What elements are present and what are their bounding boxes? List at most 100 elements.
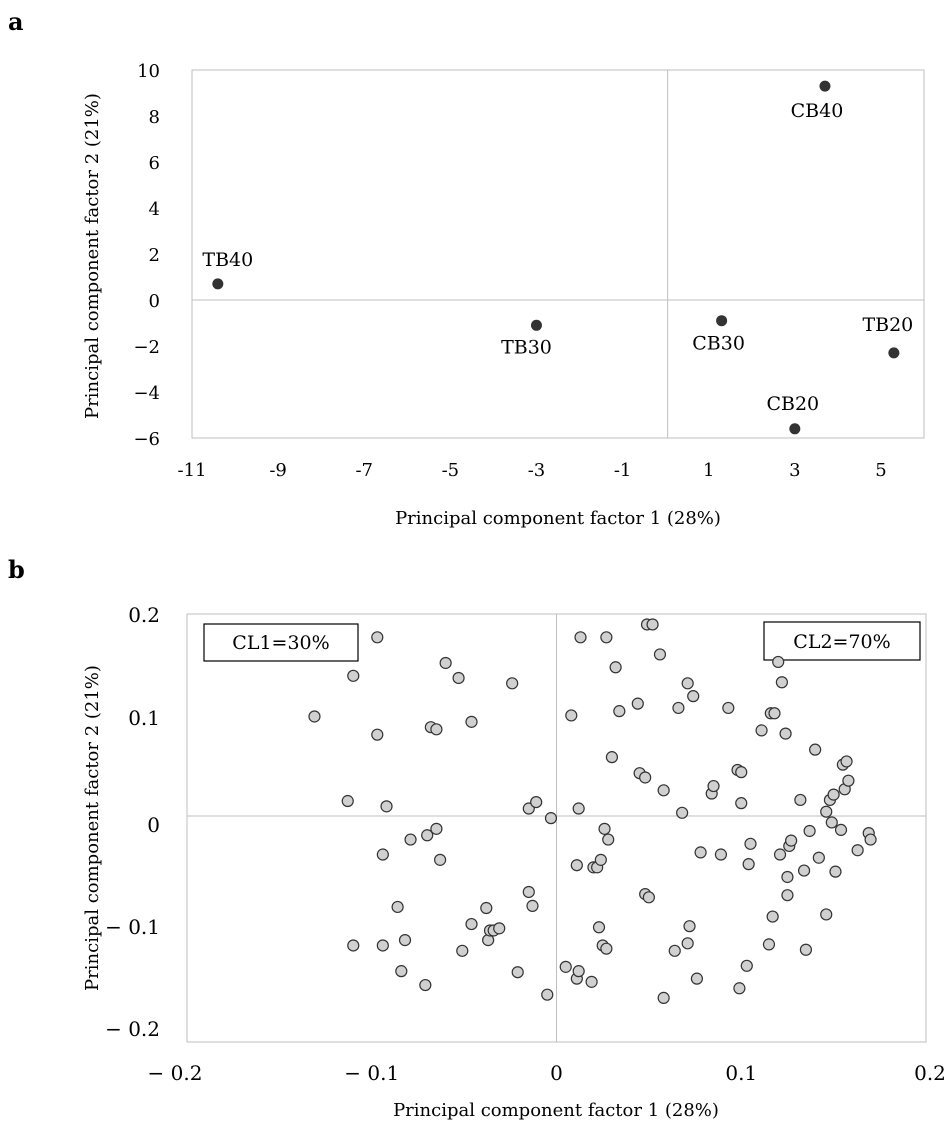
- panel-b-point: [574, 631, 587, 644]
- panel-a-y-tick-label: −2: [133, 337, 160, 358]
- panel-b-point: [308, 710, 321, 723]
- panel-a-y-tick-label: 2: [149, 245, 160, 266]
- panel-b-point: [842, 774, 855, 787]
- panel-a-y-tick-label: −4: [133, 383, 160, 404]
- panel-b-y-tick-label: − 0.1: [105, 915, 160, 939]
- panel-a-x-tick-label: -1: [614, 460, 632, 481]
- point-cb30: [716, 315, 728, 327]
- panel-b-point: [676, 806, 689, 819]
- panel-b-label: b: [8, 555, 25, 584]
- point-label-tb20: TB20: [862, 314, 913, 336]
- panel-a-x-tick-label: 3: [789, 460, 800, 481]
- cluster-1-label: CL1=30%: [232, 632, 329, 654]
- panel-b-point: [430, 822, 443, 835]
- cluster-2-box: [763, 621, 921, 661]
- point-label-tb30: TB30: [501, 336, 552, 358]
- point-label-tb40: TB40: [202, 249, 253, 271]
- panel-b-point: [785, 834, 798, 847]
- panel-b-point: [646, 618, 659, 631]
- panel-a-x-tick-label: -11: [178, 460, 207, 481]
- panel-b-point: [439, 656, 452, 670]
- panel-b-point: [430, 723, 443, 736]
- panel-b-point: [380, 800, 393, 813]
- panel-b-point: [452, 671, 465, 685]
- panel-b-point: [541, 988, 554, 1001]
- panel-b-point: [434, 853, 447, 866]
- panel-b-x-tick-label: − 0.1: [344, 1061, 399, 1085]
- panel-b-point: [820, 805, 833, 818]
- panel-a-y-ticks: 10 8 6 4 2 0 −2 −4 −6: [133, 61, 160, 450]
- panel-b-point: [797, 864, 811, 877]
- panel-a-label: a: [8, 7, 24, 36]
- cluster-1-annotation: CL1=30%: [203, 623, 359, 662]
- panel-a-y-axis-label: Principal component factor 2 (21%): [82, 93, 103, 419]
- panel-b-point: [609, 661, 622, 674]
- panel-b-point: [681, 937, 694, 950]
- panel-b-point: [834, 823, 848, 837]
- panel-b-y-axis-label: Principal component factor 2 (21%): [82, 665, 103, 991]
- panel-b-point: [347, 669, 360, 682]
- panel-b-point: [742, 858, 755, 871]
- panel-b-point: [371, 728, 384, 741]
- panel-a-x-tick-label: 1: [703, 460, 714, 481]
- panel-b-point: [398, 934, 412, 947]
- panel-b-point: [376, 848, 389, 861]
- panel-b-point: [714, 848, 728, 861]
- panel-b-point: [404, 833, 417, 846]
- panel-b-y-ticks: 0.2 0.1 0 − 0.1 − 0.2: [105, 603, 160, 1041]
- panel-b-point: [506, 677, 519, 690]
- panel-b-point: [421, 829, 434, 842]
- panel-b-point: [526, 899, 539, 912]
- panel-b-y-tick-label: 0.2: [128, 603, 160, 627]
- panel-a-x-axis-label: Principal component factor 1 (28%): [395, 508, 721, 529]
- point-tb20: [888, 347, 900, 359]
- panel-b-point: [781, 870, 794, 884]
- panel-b-point: [465, 715, 478, 728]
- panel-b-point: [840, 755, 853, 768]
- cluster-2-annotation: CL2=70%: [763, 621, 921, 661]
- panel-b-point: [851, 844, 864, 857]
- point-tb40: [212, 278, 224, 290]
- panel-b-y-tick-label: 0: [147, 813, 160, 837]
- panel-b-point: [605, 751, 619, 764]
- panel-b-point: [600, 942, 613, 955]
- panel-b-point: [799, 943, 813, 956]
- panel-b-point: [376, 939, 389, 952]
- panel-b-point: [572, 802, 585, 815]
- panel-b-point: [809, 743, 822, 756]
- panel-b-point: [762, 938, 776, 951]
- panel-b-point: [639, 771, 652, 784]
- panel-a-x-tick-label: -9: [269, 460, 287, 481]
- panel-a-y-tick-label: 10: [137, 61, 160, 82]
- panel-b-point: [653, 648, 667, 661]
- panel-b-point: [395, 965, 408, 978]
- panel-b-point: [465, 917, 478, 931]
- cluster-2-label: CL2=70%: [793, 631, 890, 653]
- panel-b-point: [827, 788, 840, 801]
- panel-b-point: [733, 982, 746, 995]
- panel-b-point: [672, 701, 685, 715]
- panel-b-point: [570, 859, 583, 872]
- point-label-cb30: CB30: [692, 333, 745, 355]
- panel-b-point: [690, 972, 704, 985]
- panel-b-point: [602, 833, 615, 846]
- panel-b-point: [820, 908, 833, 921]
- panel-a-plot-area: [191, 69, 925, 439]
- point-cb20: [789, 423, 801, 435]
- panel-b-x-axis-label: Principal component factor 1 (28%): [393, 1100, 719, 1121]
- panel-b: b − 0.2 − 0.1 0 0.1 0.2 0.2 0.1 0 − 0.1 − 0.2 CL…: [8, 555, 946, 1121]
- panel-b-point: [775, 676, 788, 689]
- panel-b-points: [308, 618, 877, 1005]
- panel-a-y-tick-label: 6: [149, 153, 160, 174]
- panel-b-x-ticks: − 0.2 − 0.1 0 0.1 0.2: [148, 1061, 946, 1085]
- panel-b-point: [829, 865, 842, 878]
- panel-b-point: [572, 965, 585, 978]
- panel-b-point: [544, 812, 558, 825]
- panel-b-point: [744, 837, 757, 850]
- panel-a-y-tick-label: 0: [149, 291, 160, 312]
- panel-b-point: [371, 631, 384, 644]
- panel-b-y-tick-label: 0.1: [128, 706, 160, 730]
- panel-b-point: [668, 944, 681, 957]
- panel-b-point: [681, 677, 694, 690]
